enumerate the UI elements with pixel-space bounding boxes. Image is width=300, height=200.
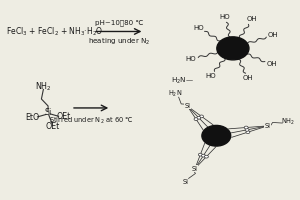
- Text: Si: Si: [192, 166, 198, 172]
- Text: NH$_2$: NH$_2$: [35, 81, 52, 93]
- Text: OH: OH: [246, 16, 257, 22]
- Text: HO: HO: [194, 25, 204, 31]
- Circle shape: [197, 116, 201, 119]
- Circle shape: [246, 131, 250, 134]
- Text: Stirred under N$_2$ at 60 ℃: Stirred under N$_2$ at 60 ℃: [49, 116, 133, 126]
- Text: Si: Si: [184, 103, 190, 109]
- Text: HO: HO: [220, 14, 230, 20]
- Text: NH$_2$: NH$_2$: [281, 117, 295, 127]
- Circle shape: [194, 118, 198, 121]
- Text: OH: OH: [266, 61, 277, 67]
- Text: heating under N$_2$: heating under N$_2$: [88, 37, 150, 47]
- Circle shape: [244, 126, 248, 129]
- Circle shape: [205, 155, 208, 158]
- Text: OEt: OEt: [57, 112, 71, 121]
- Circle shape: [202, 125, 231, 146]
- Text: EtO: EtO: [25, 113, 39, 122]
- Circle shape: [217, 37, 249, 60]
- Text: OH: OH: [243, 75, 254, 81]
- Circle shape: [200, 115, 203, 118]
- Text: OH: OH: [268, 32, 279, 38]
- Circle shape: [201, 154, 205, 157]
- Text: HO: HO: [205, 73, 216, 79]
- Circle shape: [245, 128, 249, 131]
- Text: OEt: OEt: [46, 122, 60, 131]
- Text: Si: Si: [183, 179, 189, 185]
- Text: H$_2$N: H$_2$N: [168, 89, 182, 99]
- Text: H$_2$N—: H$_2$N—: [171, 76, 194, 86]
- Text: FeCl$_3$ + FeCl$_2$ + NH$_3$·H$_2$O: FeCl$_3$ + FeCl$_2$ + NH$_3$·H$_2$O: [6, 25, 103, 38]
- Text: pH~10，80 ℃: pH~10，80 ℃: [95, 19, 143, 26]
- Text: HO: HO: [186, 56, 196, 62]
- Circle shape: [198, 153, 202, 156]
- Text: Si: Si: [44, 108, 52, 117]
- Text: Si: Si: [265, 123, 271, 129]
